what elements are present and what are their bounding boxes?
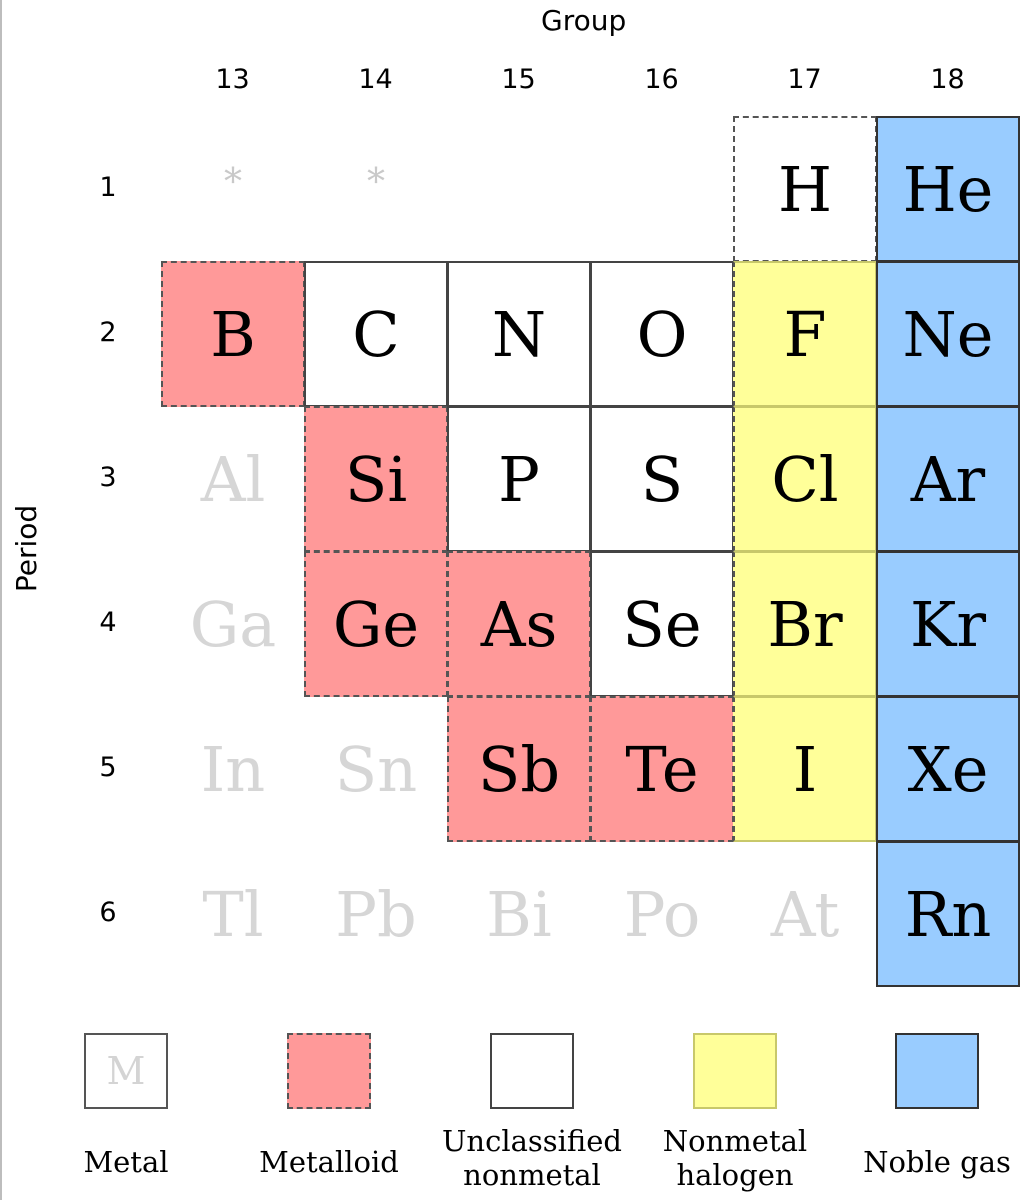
element-i: I [733, 696, 877, 842]
element-sb: Sb [447, 696, 591, 842]
element-he: He [876, 116, 1020, 262]
element-te: Te [590, 696, 734, 842]
element-o: O [590, 261, 734, 407]
legend-label-halogen: Nonmetal halogen [662, 1124, 808, 1192]
group-number-18: 18 [930, 64, 965, 95]
element-pb: Pb [335, 877, 417, 951]
element-n: N [447, 261, 591, 407]
element-p: P [447, 406, 591, 552]
group-number-14: 14 [358, 64, 393, 95]
element-as: As [447, 551, 591, 697]
legend-swatch-unclassified [490, 1033, 574, 1109]
element-po: Po [623, 877, 701, 951]
element-c: C [304, 261, 448, 407]
element-b: B [161, 261, 305, 407]
element-at: At [770, 877, 840, 951]
element-si: Si [304, 406, 448, 552]
legend-label-noble: Noble gas [863, 1145, 1011, 1179]
period-number-5: 5 [99, 751, 117, 783]
group-axis-title: Group [541, 4, 627, 37]
placeholder-asterisk: * [224, 162, 242, 203]
left-border-line [0, 0, 2, 1200]
period-number-2: 2 [99, 316, 117, 348]
legend-swatch-noble [895, 1033, 979, 1109]
element-se: Se [590, 551, 734, 697]
legend-label-unclassified: Unclassified nonmetal [441, 1124, 623, 1192]
element-sn: Sn [334, 732, 418, 806]
legend-swatch-metal: M [84, 1033, 168, 1109]
element-ga: Ga [189, 587, 277, 661]
period-number-3: 3 [99, 461, 117, 493]
group-number-17: 17 [787, 64, 822, 95]
element-al: Al [200, 442, 266, 516]
group-number-16: 16 [644, 64, 679, 95]
legend-swatch-metalloid [287, 1033, 371, 1109]
element-br: Br [733, 551, 877, 697]
period-number-4: 4 [99, 606, 117, 638]
legend-swatch-letter: M [106, 1049, 146, 1093]
element-kr: Kr [876, 551, 1020, 697]
element-f: F [733, 261, 877, 407]
placeholder-asterisk: * [367, 162, 385, 203]
group-number-15: 15 [501, 64, 536, 95]
element-ne: Ne [876, 261, 1020, 407]
element-h: H [733, 116, 877, 262]
element-cl: Cl [733, 406, 877, 552]
group-number-13: 13 [215, 64, 250, 95]
legend-label-metalloid: Metalloid [259, 1145, 399, 1179]
period-axis-title: Period [10, 504, 44, 593]
element-ar: Ar [876, 406, 1020, 552]
element-s: S [590, 406, 734, 552]
period-number-6: 6 [99, 896, 117, 928]
element-rn: Rn [876, 841, 1020, 987]
element-bi: Bi [486, 877, 552, 951]
legend-swatch-halogen [693, 1033, 777, 1109]
element-xe: Xe [876, 696, 1020, 842]
element-tl: Tl [202, 877, 264, 951]
period-number-1: 1 [99, 171, 117, 203]
legend-label-metal: Metal [83, 1145, 169, 1179]
element-in: In [200, 732, 266, 806]
element-ge: Ge [304, 551, 448, 697]
